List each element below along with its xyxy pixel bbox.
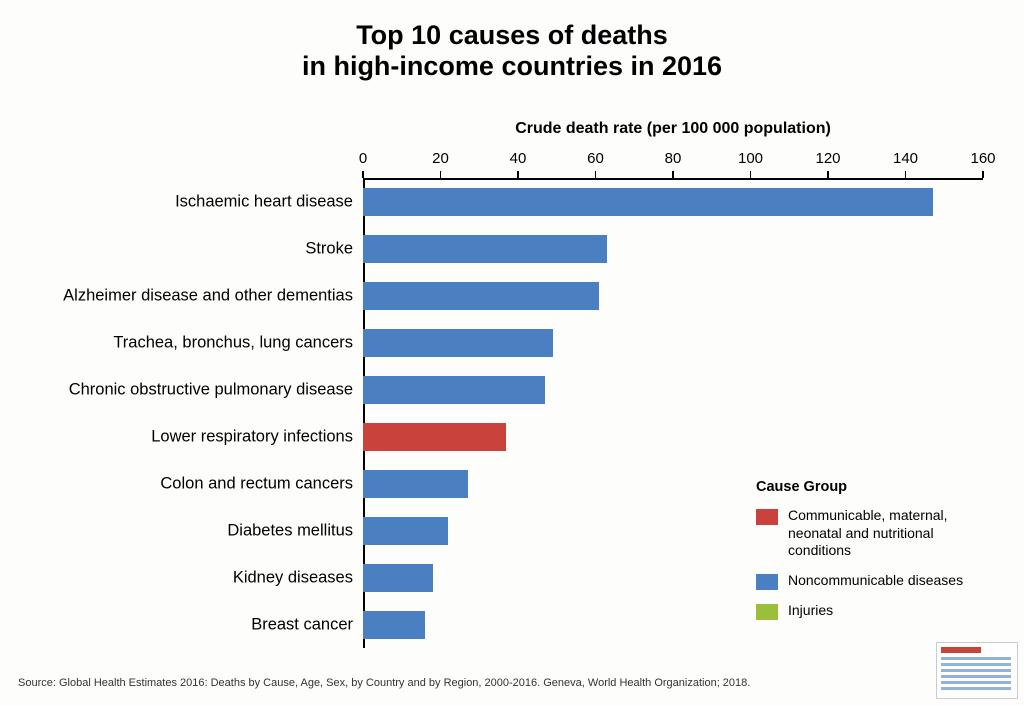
bar-row: Alzheimer disease and other dementias <box>363 282 983 310</box>
bar <box>363 329 553 357</box>
x-tick <box>750 171 752 178</box>
x-tick-label: 100 <box>738 150 763 167</box>
x-tick <box>440 171 442 178</box>
x-tick-label: 140 <box>893 150 918 167</box>
bar-label: Kidney diseases <box>233 569 363 588</box>
legend-label: Injuries <box>788 602 833 620</box>
legend-item: Communicable, maternal, neonatal and nut… <box>756 507 996 560</box>
x-tick-label: 160 <box>970 150 995 167</box>
bar-row: Chronic obstructive pulmonary disease <box>363 376 983 404</box>
bar <box>363 376 545 404</box>
x-tick-label: 40 <box>510 150 527 167</box>
x-tick <box>672 171 674 178</box>
legend-label: Communicable, maternal, neonatal and nut… <box>788 507 996 560</box>
bar-row: Ischaemic heart disease <box>363 188 983 216</box>
bar-label: Stroke <box>305 240 363 259</box>
legend-swatch <box>756 604 778 620</box>
legend-item: Injuries <box>756 602 996 620</box>
bar <box>363 611 425 639</box>
x-tick <box>362 171 364 178</box>
chart-title-line1: Top 10 causes of deaths <box>0 20 1024 51</box>
x-tick-label: 120 <box>815 150 840 167</box>
bar <box>363 282 599 310</box>
bar-label: Colon and rectum cancers <box>160 475 363 494</box>
bar-label: Alzheimer disease and other dementias <box>63 287 363 306</box>
legend: Cause Group Communicable, maternal, neon… <box>756 479 996 632</box>
x-tick-label: 80 <box>665 150 682 167</box>
bar <box>363 423 506 451</box>
bar-label: Chronic obstructive pulmonary disease <box>69 381 363 400</box>
legend-item: Noncommunicable diseases <box>756 572 996 590</box>
x-tick-label: 60 <box>587 150 604 167</box>
x-tick <box>982 171 984 178</box>
bar-label: Breast cancer <box>251 616 363 635</box>
chart-title: Top 10 causes of deaths in high-income c… <box>0 20 1024 82</box>
x-tick <box>595 171 597 178</box>
x-axis-title: Crude death rate (per 100 000 population… <box>363 120 983 138</box>
bar <box>363 470 468 498</box>
legend-title: Cause Group <box>756 479 996 495</box>
x-tick <box>827 171 829 178</box>
chart-container: Top 10 causes of deaths in high-income c… <box>0 0 1024 705</box>
x-axis-line <box>363 178 983 180</box>
legend-swatch <box>756 574 778 590</box>
bar <box>363 188 933 216</box>
bar-row: Trachea, bronchus, lung cancers <box>363 329 983 357</box>
x-tick <box>905 171 907 178</box>
bar-label: Ischaemic heart disease <box>175 193 363 212</box>
bar <box>363 564 433 592</box>
bar-label: Diabetes mellitus <box>227 522 363 541</box>
bar-row: Stroke <box>363 235 983 263</box>
x-tick <box>517 171 519 178</box>
bar-row: Lower respiratory infections <box>363 423 983 451</box>
chart-title-line2: in high-income countries in 2016 <box>0 51 1024 82</box>
legend-swatch <box>756 509 778 525</box>
bar-label: Lower respiratory infections <box>151 428 363 447</box>
source-citation: Source: Global Health Estimates 2016: De… <box>18 677 750 689</box>
thumbnail-preview <box>936 642 1018 699</box>
x-tick-label: 0 <box>359 150 367 167</box>
bar <box>363 517 448 545</box>
x-tick-label: 20 <box>432 150 449 167</box>
bar <box>363 235 607 263</box>
bar-label: Trachea, bronchus, lung cancers <box>113 334 363 353</box>
legend-label: Noncommunicable diseases <box>788 572 963 590</box>
legend-items: Communicable, maternal, neonatal and nut… <box>756 507 996 620</box>
